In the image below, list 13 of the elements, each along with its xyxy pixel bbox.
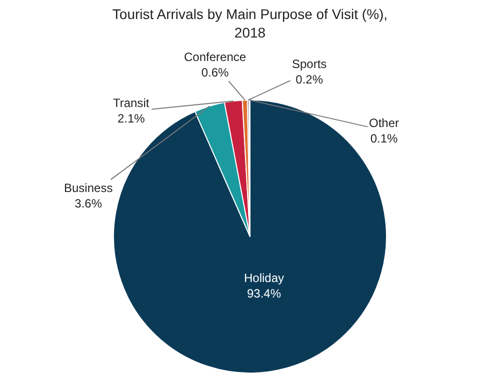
slice-label: Holiday xyxy=(244,271,284,285)
data-label: 3.6% xyxy=(74,196,102,211)
chart-title: Tourist Arrivals by Main Purpose of Visit (%), 2018 xyxy=(112,6,388,40)
slice-label: Business xyxy=(64,181,113,195)
data-label: 0.6% xyxy=(201,66,230,80)
slice-label: Conference xyxy=(184,50,246,64)
slice-label: Transit xyxy=(113,96,150,110)
data-label: 0.2% xyxy=(296,72,324,87)
data-label: 0.1% xyxy=(370,132,398,146)
data-label: 93.4% xyxy=(247,286,282,301)
slice-label: Sports xyxy=(292,57,327,71)
data-label: 2.1% xyxy=(117,112,146,126)
slice-label: Other xyxy=(369,116,400,130)
